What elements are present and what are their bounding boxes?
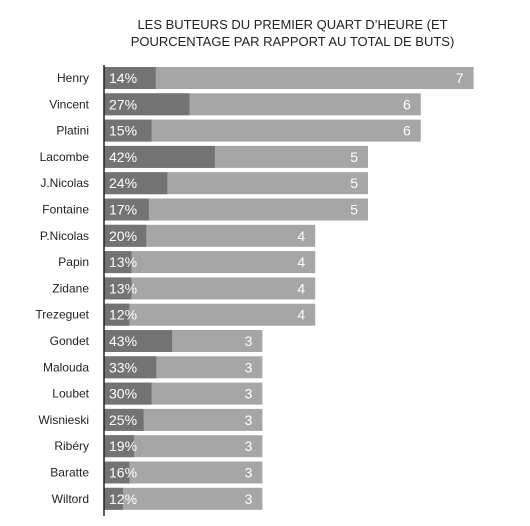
percent-label: 33% <box>109 359 137 375</box>
goals-bar <box>104 251 316 274</box>
goals-bar <box>104 277 316 300</box>
percent-bar <box>104 435 135 458</box>
goals-bar <box>104 67 474 89</box>
value-label: 5 <box>350 149 358 165</box>
value-label: 7 <box>456 70 464 86</box>
category-label: Henry <box>57 71 89 85</box>
category-label: Zidane <box>52 281 89 295</box>
goals-bar <box>104 172 368 195</box>
value-label: 4 <box>297 228 305 244</box>
value-label: 5 <box>350 175 358 191</box>
category-label: Gondet <box>50 334 90 348</box>
percent-label: 43% <box>109 333 137 349</box>
goals-bar <box>104 435 263 458</box>
percent-bar <box>104 119 152 142</box>
percent-bar <box>104 277 132 300</box>
percent-bar <box>104 145 215 168</box>
percent-label: 19% <box>109 438 137 454</box>
value-label: 3 <box>245 386 253 402</box>
goals-bar <box>104 461 263 484</box>
percent-bar <box>104 251 132 274</box>
percent-label: 24% <box>109 175 137 191</box>
percent-label: 12% <box>109 491 137 507</box>
category-label: Loubet <box>52 387 89 401</box>
percent-bar <box>104 461 130 484</box>
percent-bar <box>104 172 168 195</box>
category-label: Platini <box>56 124 89 138</box>
goals-bar <box>104 119 421 142</box>
value-label: 5 <box>350 202 358 218</box>
category-label: Trezeguet <box>35 308 89 322</box>
percent-bar <box>104 330 173 352</box>
goals-bar <box>104 303 316 326</box>
value-label: 3 <box>245 359 253 375</box>
percent-label: 25% <box>109 412 137 428</box>
value-label: 3 <box>245 491 253 507</box>
value-label: 4 <box>297 307 305 323</box>
percent-label: 15% <box>109 123 137 139</box>
chart-title: LES BUTEURS DU PREMIER QUART D’HEURE (ET… <box>130 17 455 49</box>
percent-bar <box>104 487 124 510</box>
category-label: Papin <box>58 255 89 269</box>
category-label: J.Nicolas <box>40 176 89 190</box>
category-label: Ribéry <box>54 439 89 453</box>
value-label: 4 <box>297 280 305 296</box>
goals-bar <box>104 198 368 221</box>
category-label: Baratte <box>50 466 89 480</box>
category-label: Lacombe <box>40 150 90 164</box>
value-label: 3 <box>245 333 253 349</box>
percent-label: 42% <box>109 149 137 165</box>
percent-label: 13% <box>109 254 137 270</box>
category-label: Fontaine <box>42 203 89 217</box>
percent-label: 27% <box>109 96 137 112</box>
percent-bar <box>104 303 130 326</box>
percent-label: 12% <box>109 307 137 323</box>
percent-label: 17% <box>109 202 137 218</box>
value-label: 6 <box>403 123 411 139</box>
percent-label: 20% <box>109 228 137 244</box>
category-label: Wiltord <box>52 492 89 506</box>
percent-bar <box>104 382 152 405</box>
goals-bar <box>104 487 263 510</box>
percent-label: 14% <box>109 70 137 86</box>
category-label: Malouda <box>43 360 89 374</box>
value-label: 3 <box>245 438 253 454</box>
value-label: 3 <box>245 465 253 481</box>
percent-bar <box>104 356 157 379</box>
percent-bar <box>104 198 149 221</box>
category-label: Wisnieski <box>38 413 89 427</box>
percent-bar <box>104 408 144 431</box>
percent-bar <box>104 224 147 247</box>
percent-label: 30% <box>109 386 137 402</box>
percent-bar <box>104 93 190 116</box>
value-label: 4 <box>297 254 305 270</box>
category-label: Vincent <box>49 97 89 111</box>
value-label: 3 <box>245 412 253 428</box>
percent-bar <box>104 67 156 89</box>
category-label: P.Nicolas <box>40 229 89 243</box>
goals-bar <box>104 224 316 247</box>
percent-label: 13% <box>109 280 137 296</box>
value-label: 6 <box>403 96 411 112</box>
percent-label: 16% <box>109 465 137 481</box>
